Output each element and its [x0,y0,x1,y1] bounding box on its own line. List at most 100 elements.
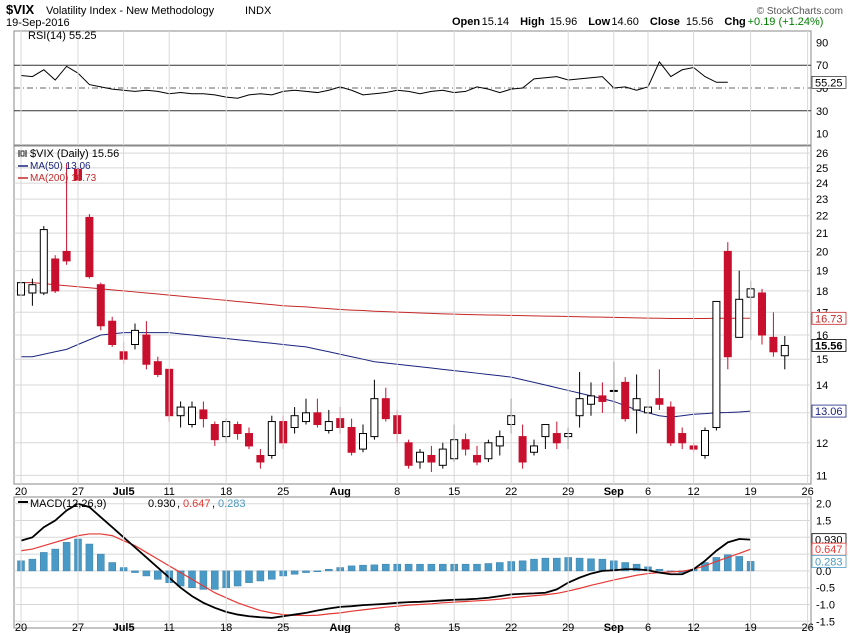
price-last-value: 15.56 [815,340,843,352]
ohlc-label: Close [650,16,680,28]
histogram-bar [530,558,538,572]
price-panel-frame [13,145,812,485]
ohlc-value: 15.56 [686,16,714,28]
histogram-bar [427,563,436,572]
x-tick-label: Jul5 [113,486,135,498]
x-tick-label: 15 [448,622,460,633]
x-tick-label: Aug [330,486,351,498]
histogram-last-value-box [811,554,847,568]
price-y-tick-label: 23 [816,194,828,206]
rsi-line [20,60,728,99]
x-tick-label: 6 [645,622,651,633]
candle-body [655,398,664,405]
price-legend-icon [18,150,27,157]
histogram-bar [211,570,219,590]
signal-line [20,533,751,617]
candle-body [153,361,162,375]
watermark: © StockCharts.com [757,6,843,17]
histogram-bar [142,570,151,577]
legend-comma: , [177,498,180,510]
candle-body [39,229,48,294]
ma50-last-value: 13.06 [815,406,843,418]
candle-body [245,433,253,447]
candle-body [758,292,766,336]
x-tick-label: 6 [645,486,651,498]
macd-line [20,502,751,619]
candle-body [267,421,276,456]
candle-body [552,433,561,444]
x-tick-label: 18 [220,622,232,633]
instrument-name: Volatility Index - New Methodology [46,5,215,17]
histogram-bar [496,562,504,572]
candle-body [701,430,709,456]
candle-body [142,334,151,365]
price-y-tick-label: 12 [816,438,828,450]
candle-body [473,454,481,463]
candle-body [495,436,504,447]
histogram-last-value: 0.283 [815,556,843,568]
candle-body [96,284,105,327]
macd-legend-title: MACD(12,26,9) [30,498,106,510]
x-tick-label: 15 [448,486,460,498]
x-tick-label: Sep [604,622,624,633]
histogram-bar [131,570,139,573]
candle-body [85,216,94,278]
histogram-bar [97,553,105,572]
candle-body [484,442,493,460]
macd-y-tick-label: -1.5 [816,616,835,628]
x-tick-label: 29 [562,622,574,633]
histogram-bar [382,563,390,572]
ohlc-label: Chg [724,16,745,28]
candle-body [210,424,219,441]
candle-body [780,344,789,357]
histogram-bar [245,570,253,583]
ma200-last-value: 16.73 [815,313,843,325]
x-tick-label: 20 [15,622,27,633]
candle-body [541,424,550,438]
price-y-tick-label: 25 [816,163,828,175]
candle-body [199,409,208,420]
chart-date: 19-Sep-2016 [6,17,70,29]
candle-body [51,258,60,292]
histogram-bar [632,563,641,572]
price-y-tick-label: 11 [816,470,827,482]
candle-body [427,454,436,463]
candle-body [723,250,732,358]
ohlc-label: Open [452,16,480,28]
macd-y-tick-label: 2.0 [816,499,831,511]
x-tick-label: 11 [163,622,174,633]
x-tick-label: 19 [744,486,756,498]
histogram-bar [256,570,265,582]
histogram-bar [290,570,299,575]
price-y-tick-label: 21 [816,228,828,240]
histogram-bar [199,570,208,590]
histogram-bar [587,558,595,572]
x-tick-label: 25 [277,622,289,633]
histogram-bar [518,560,527,572]
candle-body [256,454,265,463]
price-y-tick-label: 26 [816,148,828,160]
ohlc-label: Low [588,16,610,28]
histogram-bar [541,557,550,572]
histogram-bar [575,557,584,572]
histogram-legend-value: 0.283 [218,498,246,510]
ohlc-value: 15.14 [482,16,510,28]
x-tick-label: 26 [801,622,813,633]
candle-body [28,284,37,294]
candle-body [404,442,413,466]
price-last-value-box [811,339,847,352]
histogram-bar [40,552,48,572]
macd-y-tick-label: 1.5 [816,516,831,528]
x-tick-label: 8 [394,622,400,633]
x-tick-label: 27 [72,622,84,633]
candle-body [438,448,447,466]
histogram-bar [302,570,310,573]
ohlc-readout: Open 15.14 High 15.96 Low 14.60 Close 15.56 Chg +… [452,16,823,28]
x-tick-label: 20 [15,486,27,498]
x-tick-label: 12 [687,622,699,633]
x-tick-label: 12 [687,486,699,498]
histogram-bar [553,557,561,572]
candle-body [370,398,379,438]
